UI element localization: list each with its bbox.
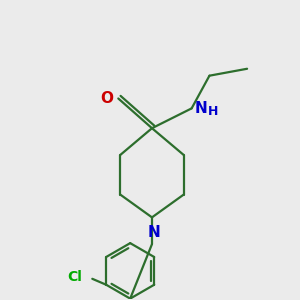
- Text: O: O: [100, 91, 113, 106]
- Text: H: H: [208, 105, 218, 118]
- Text: N: N: [148, 225, 160, 240]
- Text: Cl: Cl: [68, 270, 82, 284]
- Text: N: N: [195, 101, 207, 116]
